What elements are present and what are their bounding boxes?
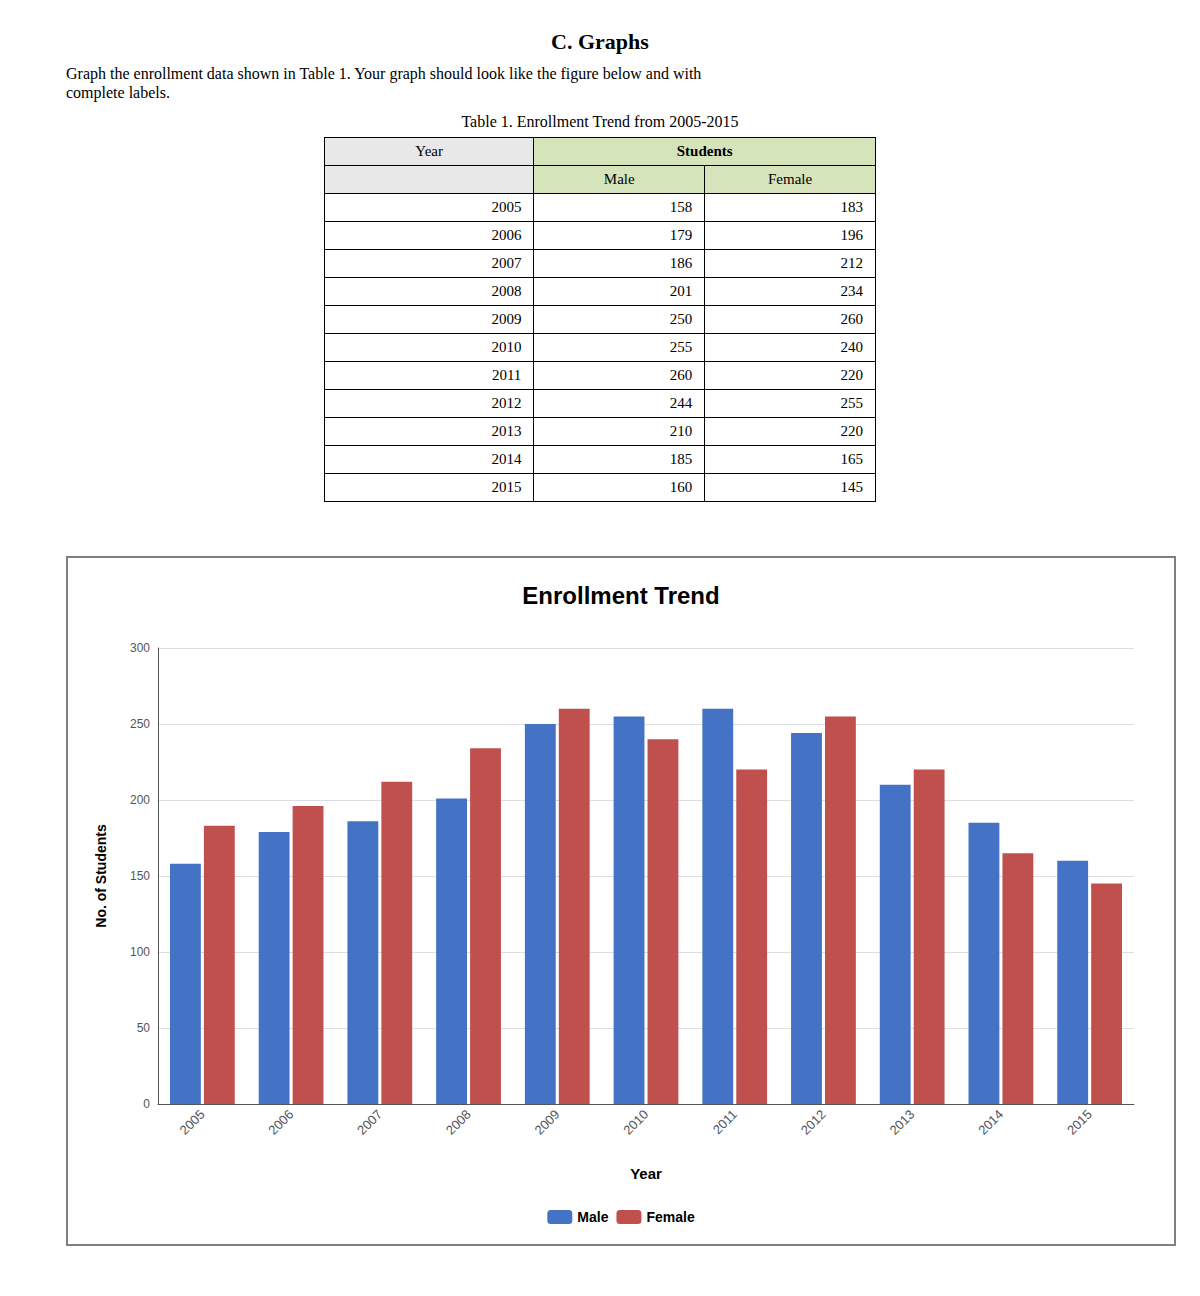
html-text:186: 186: [669, 255, 693, 271]
html-text:185: 185: [669, 451, 693, 467]
svg-text:200: 200: [130, 793, 150, 807]
html-text:2005: 2005: [491, 199, 522, 215]
html-text:250: 250: [669, 311, 693, 327]
html-text:244: 244: [669, 395, 693, 411]
svg-text:2009: 2009: [532, 1107, 563, 1138]
html-text:Male: Male: [603, 171, 635, 187]
svg-text:No. of Students: No. of Students: [93, 824, 109, 928]
html-text:196: 196: [840, 227, 863, 243]
svg-text:2014: 2014: [975, 1107, 1006, 1138]
html-text:2013: 2013: [491, 423, 522, 439]
html-text:220: 220: [840, 367, 863, 383]
html-text:220: 220: [840, 423, 863, 439]
html-text:2007: 2007: [491, 255, 522, 271]
svg-text:0: 0: [143, 1097, 150, 1111]
svg-text:2008: 2008: [443, 1107, 474, 1138]
html-text:2012: 2012: [491, 395, 522, 411]
html-text:Female: Female: [768, 171, 813, 187]
html-text:2011: 2011: [491, 367, 522, 383]
html-text:2010: 2010: [491, 339, 522, 355]
svg-text:2010: 2010: [620, 1107, 651, 1138]
svg-text:Enrollment Trend: Enrollment Trend: [522, 582, 719, 609]
svg-text:250: 250: [130, 717, 150, 731]
html-text:Students: Students: [676, 143, 733, 159]
html-text:Year: Year: [415, 143, 443, 159]
html-text:201: 201: [669, 283, 693, 299]
html-text:C. Graphs: C. Graphs: [551, 29, 649, 54]
svg-text:2015: 2015: [1064, 1107, 1095, 1138]
svg-text:2011: 2011: [710, 1107, 740, 1137]
html-text:179: 179: [669, 227, 693, 243]
svg-text:Year: Year: [630, 1165, 662, 1182]
html-text:2015: 2015: [491, 479, 522, 495]
svg-text:Male: Male: [577, 1209, 608, 1225]
html-text:212: 212: [840, 255, 863, 271]
html-text:183: 183: [840, 199, 863, 215]
svg-text:2012: 2012: [798, 1107, 829, 1138]
svg-text:50: 50: [137, 1021, 151, 1035]
svg-text:100: 100: [130, 945, 150, 959]
html-text:Table 1. Enrollment Trend from: Table 1. Enrollment Trend from 2005-2015: [461, 113, 739, 130]
html-text:255: 255: [669, 339, 693, 355]
html-text:240: 240: [840, 339, 863, 355]
html-text:2009: 2009: [491, 311, 522, 327]
html-text:2008: 2008: [491, 283, 522, 299]
html-text:145: 145: [840, 479, 863, 495]
html-text:260: 260: [840, 311, 863, 327]
html-text:255: 255: [840, 395, 863, 411]
svg-text:2005: 2005: [177, 1107, 208, 1138]
html-text:160: 160: [669, 479, 693, 495]
html-text:158: 158: [669, 199, 693, 215]
html-text:260: 260: [669, 367, 693, 383]
html-text:Graph the enrollment data show: Graph the enrollment data shown in Table…: [66, 65, 702, 82]
html-text:165: 165: [840, 451, 863, 467]
svg-text:300: 300: [130, 641, 150, 655]
html-text:234: 234: [840, 283, 863, 299]
svg-text:150: 150: [130, 869, 150, 883]
html-text:210: 210: [669, 423, 693, 439]
svg-text:2013: 2013: [886, 1107, 917, 1138]
svg-text:2006: 2006: [265, 1107, 296, 1138]
html-text:2006: 2006: [491, 227, 522, 243]
html-text:2014: 2014: [491, 451, 522, 467]
html-text:complete labels.: complete labels.: [66, 84, 170, 101]
svg-text:2007: 2007: [354, 1107, 385, 1138]
svg-text:Female: Female: [646, 1209, 694, 1225]
